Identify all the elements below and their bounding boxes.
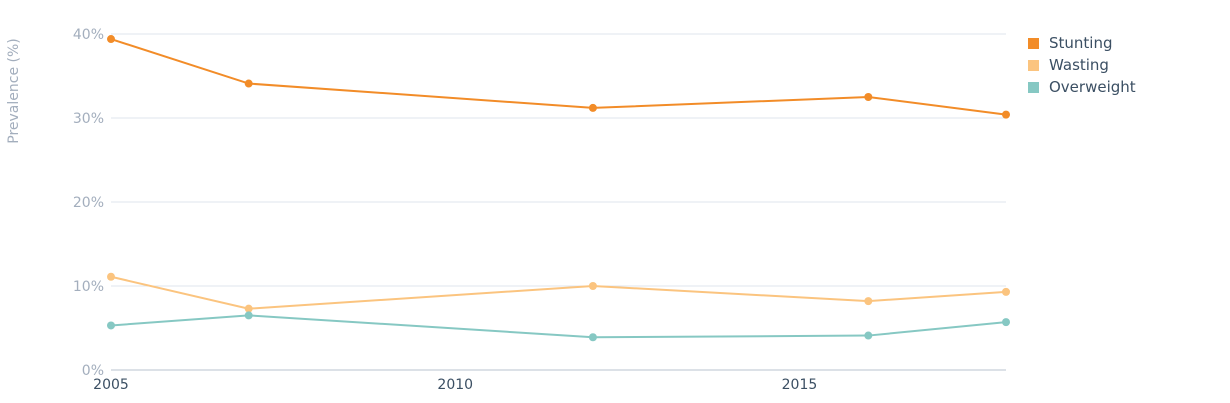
legend-label: Stunting bbox=[1049, 34, 1113, 52]
data-point[interactable] bbox=[588, 282, 597, 290]
data-point[interactable] bbox=[107, 35, 115, 44]
legend: Stunting Wasting Overweight bbox=[1028, 32, 1136, 98]
series-line bbox=[110, 38, 1007, 116]
series-line bbox=[110, 275, 1007, 310]
y-tick-label: 20% bbox=[73, 195, 104, 211]
legend-swatch bbox=[1028, 37, 1039, 49]
y-tick-label: 40% bbox=[73, 27, 104, 43]
data-point[interactable] bbox=[107, 272, 115, 281]
data-point[interactable] bbox=[864, 331, 873, 340]
grid-lines bbox=[111, 33, 1006, 371]
y-axis-ticks: 0% 10% 20% 30% 40% bbox=[73, 27, 104, 379]
x-tick-label: 2015 bbox=[782, 377, 818, 393]
series-layer bbox=[107, 35, 1010, 342]
y-tick-label: 30% bbox=[73, 111, 104, 127]
data-point[interactable] bbox=[107, 321, 115, 330]
data-point[interactable] bbox=[864, 93, 873, 101]
data-point[interactable] bbox=[1002, 110, 1010, 119]
x-tick-label: 2005 bbox=[93, 377, 129, 393]
data-point[interactable] bbox=[244, 304, 253, 313]
data-point[interactable] bbox=[244, 79, 253, 88]
series-overweight bbox=[107, 311, 1010, 342]
legend-label: Overweight bbox=[1049, 78, 1136, 96]
series-wasting bbox=[107, 272, 1010, 313]
x-axis-ticks: 2005 2010 2015 bbox=[93, 377, 817, 393]
legend-item-overweight[interactable]: Overweight bbox=[1028, 76, 1136, 98]
y-tick-label: 0% bbox=[82, 363, 104, 379]
data-point[interactable] bbox=[244, 311, 253, 320]
data-point[interactable] bbox=[588, 333, 597, 342]
data-point[interactable] bbox=[1002, 318, 1010, 327]
legend-swatch bbox=[1028, 59, 1039, 71]
data-point[interactable] bbox=[1002, 287, 1010, 296]
y-tick-label: 10% bbox=[73, 279, 104, 295]
series-stunting bbox=[107, 35, 1010, 119]
legend-swatch bbox=[1028, 81, 1039, 93]
legend-item-wasting[interactable]: Wasting bbox=[1028, 54, 1136, 76]
y-axis-title: Prevalence (%) bbox=[6, 38, 22, 144]
legend-label: Wasting bbox=[1049, 56, 1109, 74]
data-point[interactable] bbox=[864, 297, 873, 306]
x-tick-label: 2010 bbox=[437, 377, 473, 393]
data-point[interactable] bbox=[588, 103, 597, 112]
legend-item-stunting[interactable]: Stunting bbox=[1028, 32, 1136, 54]
